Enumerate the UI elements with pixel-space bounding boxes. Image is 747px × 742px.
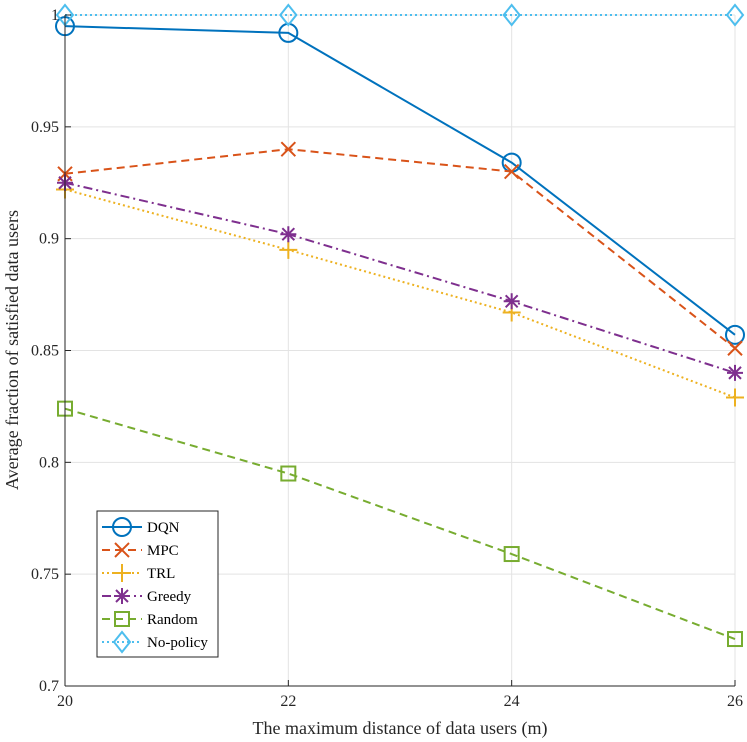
series-line — [64, 25, 736, 336]
series-line — [64, 188, 736, 399]
legend-label: Random — [147, 612, 198, 628]
data-point — [503, 163, 520, 180]
data-point — [280, 141, 297, 157]
legend-label: Greedy — [147, 589, 192, 605]
y-tick-label: 0.75 — [31, 566, 59, 583]
legend-entry: Random — [102, 611, 198, 628]
y-tick-label: 0.8 — [39, 454, 59, 471]
data-point — [503, 293, 520, 310]
y-axis-title: Average fraction of satisfied data users — [2, 210, 22, 490]
legend-label: MPC — [147, 543, 179, 559]
legend-entry: TRL — [102, 564, 175, 582]
x-tick-label: 22 — [280, 693, 296, 710]
data-point — [503, 546, 520, 563]
legend-marker — [114, 588, 130, 604]
legend-label: TRL — [147, 566, 175, 582]
y-tick-label: 1 — [51, 7, 59, 24]
data-point — [725, 324, 745, 345]
data-point — [502, 3, 521, 27]
legend-label: DQN — [147, 520, 180, 536]
x-tick-label: 26 — [727, 693, 743, 710]
x-tick-label: 20 — [57, 693, 73, 710]
series-no-policy — [55, 3, 745, 27]
legend-entry: No-policy — [102, 630, 208, 654]
legend-entry: DQN — [102, 517, 180, 537]
legend-entry: MPC — [102, 542, 179, 559]
legend-marker — [114, 542, 130, 558]
data-point — [726, 388, 744, 407]
y-tick-label: 0.9 — [39, 231, 59, 248]
legend-marker — [113, 564, 131, 582]
legend-marker — [112, 517, 132, 537]
legend-label: No-policy — [147, 635, 208, 651]
y-tick-label: 0.95 — [31, 119, 59, 136]
data-point — [280, 226, 297, 243]
data-point — [280, 465, 297, 482]
y-tick-label: 0.7 — [39, 678, 59, 695]
data-point — [279, 3, 298, 27]
legend-marker — [112, 630, 132, 654]
x-tick-label: 24 — [504, 693, 520, 710]
data-point — [279, 240, 298, 259]
axes — [64, 14, 736, 687]
tick-labels: 20 22 24 26 0.7 0.75 0.8 0.85 0.9 0.95 1 — [31, 7, 743, 710]
data-point — [727, 364, 743, 381]
x-axis-title: The maximum distance of data users (m) — [253, 718, 548, 739]
data-point — [727, 631, 743, 648]
series-line — [64, 407, 736, 640]
series-line — [64, 181, 736, 374]
y-tick-label: 0.85 — [31, 343, 59, 360]
data-point — [727, 340, 743, 356]
legend-marker — [114, 611, 130, 627]
legend-entry: Greedy — [102, 588, 192, 605]
data-point — [725, 3, 745, 27]
legend: DQN MPC TRL Greedy Random No-policy — [96, 510, 219, 658]
series-line — [64, 148, 736, 350]
